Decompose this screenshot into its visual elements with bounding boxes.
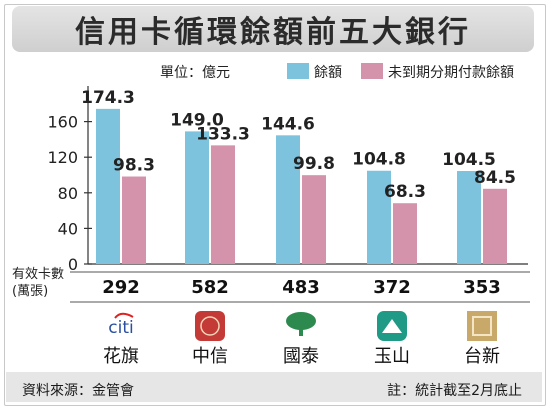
citi-arc bbox=[114, 312, 134, 319]
y-tick-label: 40 bbox=[58, 219, 78, 238]
cathay-tree-trunk bbox=[299, 328, 303, 336]
card-count: 483 bbox=[282, 277, 320, 298]
bar-installment bbox=[302, 175, 326, 264]
data-label: 99.8 bbox=[293, 154, 335, 174]
data-label: 133.3 bbox=[196, 124, 250, 144]
bank-name: 台新 bbox=[464, 346, 500, 367]
bar-balance bbox=[276, 135, 300, 264]
source-note: 資料來源：金管會 bbox=[22, 383, 134, 399]
date-note: 註：統計截至2月底止 bbox=[387, 383, 522, 399]
data-label: 174.3 bbox=[81, 88, 135, 108]
y-tick-label: 0 bbox=[68, 255, 78, 274]
legend-swatch-series1 bbox=[287, 63, 309, 79]
card-count: 353 bbox=[463, 277, 501, 298]
title-bar: 信用卡循環餘額前五大銀行 bbox=[12, 6, 534, 52]
ctbc-logo-mark bbox=[200, 316, 220, 336]
bank-name: 中信 bbox=[192, 346, 228, 367]
cards-label-line2: (萬張) bbox=[12, 284, 48, 299]
data-label: 104.8 bbox=[352, 150, 406, 170]
citi-logo: citi bbox=[108, 318, 133, 338]
bank-name: 玉山 bbox=[374, 346, 410, 367]
bar-installment bbox=[211, 145, 235, 264]
esun-mountain-mark bbox=[382, 319, 402, 333]
taishin-logo-mark bbox=[472, 316, 492, 336]
unit-label: 單位：億元 bbox=[160, 65, 230, 81]
bar-balance bbox=[457, 170, 481, 264]
data-label: 68.3 bbox=[384, 182, 426, 202]
taishin-logo bbox=[467, 311, 497, 341]
footer-bar: 資料來源：金管會 註：統計截至2月底止 bbox=[6, 372, 542, 402]
cathay-tree-logo bbox=[286, 312, 316, 330]
legend-swatch-series2 bbox=[361, 63, 383, 79]
bar-balance bbox=[367, 170, 391, 264]
bar-balance bbox=[96, 108, 120, 264]
data-label: 104.5 bbox=[442, 150, 496, 170]
card-count: 292 bbox=[102, 277, 140, 298]
legend-label-series2: 未到期分期付款餘額 bbox=[388, 64, 514, 81]
bar-installment bbox=[483, 188, 507, 264]
card-count: 582 bbox=[191, 277, 229, 298]
y-tick-label: 80 bbox=[58, 184, 78, 203]
cards-label-line1: 有效卡數 bbox=[12, 267, 64, 282]
bank-name: 花旗 bbox=[103, 346, 139, 367]
data-label: 144.6 bbox=[261, 114, 315, 134]
data-label: 84.5 bbox=[474, 168, 516, 188]
bar-installment bbox=[122, 176, 146, 264]
bank-name: 國泰 bbox=[283, 346, 319, 367]
ctbc-logo bbox=[195, 311, 225, 341]
data-label: 98.3 bbox=[113, 156, 155, 176]
bar-installment bbox=[393, 203, 417, 264]
chart-frame bbox=[4, 4, 546, 406]
card-count: 372 bbox=[373, 277, 411, 298]
chart-title: 信用卡循環餘額前五大銀行 bbox=[75, 15, 471, 50]
bar-balance bbox=[185, 131, 209, 264]
y-tick-label: 160 bbox=[47, 113, 78, 132]
data-label: 149.0 bbox=[170, 110, 224, 130]
legend-label-series1: 餘額 bbox=[314, 64, 342, 81]
y-tick-label: 120 bbox=[47, 148, 78, 167]
